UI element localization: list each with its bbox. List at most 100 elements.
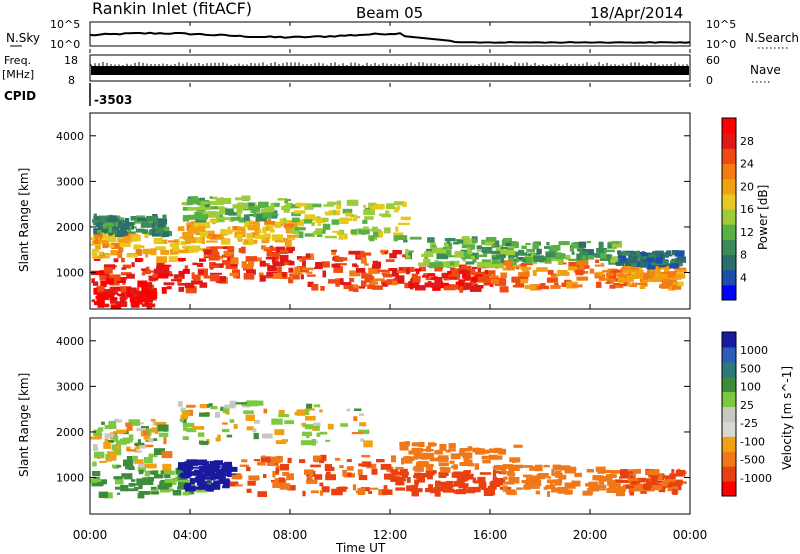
heatmap-cell: [305, 253, 311, 259]
heatmap-cell: [631, 272, 635, 275]
heatmap-cell: [373, 231, 381, 238]
heatmap-cell: [358, 463, 366, 467]
heatmap-cell: [655, 252, 660, 258]
heatmap-cell: [262, 212, 272, 218]
heatmap-cell: [528, 486, 540, 489]
heatmap-cell: [306, 274, 316, 277]
heatmap-cell: [385, 269, 391, 276]
heatmap-cell: [519, 264, 527, 267]
heatmap-cell: [124, 218, 130, 224]
heatmap-cell: [555, 253, 566, 259]
heatmap-cell: [381, 280, 390, 285]
heatmap-cell: [366, 274, 373, 278]
heatmap-cell: [451, 268, 459, 276]
heatmap-cell: [284, 420, 294, 425]
heatmap-cell: [372, 285, 383, 290]
heatmap-cell: [127, 488, 139, 492]
heatmap-cell: [617, 250, 622, 255]
heatmap-cell: [393, 201, 405, 206]
heatmap-cell: [359, 422, 367, 427]
heatmap-cell: [212, 264, 220, 268]
heatmap-cell: [413, 452, 419, 460]
heatmap-cell: [461, 265, 472, 270]
heatmap-cell: [179, 418, 184, 422]
beam-label: Beam 05: [356, 4, 423, 22]
heatmap-cell: [191, 471, 198, 476]
heatmap-cell: [642, 259, 652, 263]
heatmap-cell: [234, 197, 245, 201]
heatmap-cell: [550, 285, 561, 289]
heatmap-cell: [327, 201, 337, 205]
heatmap-cell: [241, 228, 246, 235]
heatmap-cell: [550, 273, 557, 277]
heatmap-cell: [444, 238, 456, 242]
heatmap-cell: [207, 469, 216, 477]
heatmap-cell: [457, 477, 468, 481]
heatmap-cell: [121, 267, 127, 270]
x-tick-label: 16:00: [473, 528, 508, 542]
heatmap-cell: [150, 486, 157, 490]
heatmap-cell: [252, 428, 257, 433]
heatmap-cell: [266, 271, 279, 277]
heatmap-cell: [536, 248, 542, 255]
heatmap-cell: [450, 453, 461, 460]
heatmap-cell: [412, 276, 421, 283]
heatmap-cell: [335, 263, 347, 266]
heatmap-cell: [395, 466, 404, 470]
heatmap-cell: [156, 265, 161, 273]
heatmap-cell: [426, 464, 433, 471]
heatmap-cell: [363, 440, 373, 448]
heatmap-cell: [503, 249, 515, 256]
heatmap-cell: [346, 459, 352, 462]
heatmap-cell: [458, 483, 469, 489]
heatmap-cell: [370, 229, 382, 232]
heatmap-cell: [376, 459, 385, 463]
heatmap-cell: [648, 474, 654, 478]
heatmap-cell: [295, 202, 308, 207]
heatmap-cell: [461, 254, 471, 260]
heatmap-cell: [464, 270, 470, 277]
heatmap-cell: [602, 270, 611, 273]
heatmap-cell: [484, 269, 488, 275]
heatmap-cell: [456, 479, 465, 485]
heatmap-cell: [121, 257, 125, 263]
x-tick-label: 08:00: [273, 528, 308, 542]
heatmap-cell: [353, 416, 358, 422]
power-colorbar: 4 8 12 16 20 24 28: [721, 117, 754, 301]
heatmap-cell: [651, 271, 655, 277]
time-axis: 00:00 04:00 08:00 12:00 16:00 20:00 00:00: [73, 22, 707, 542]
heatmap-cell: [649, 469, 660, 476]
heatmap-cell: [236, 207, 243, 214]
colorbar-swatch: [722, 224, 736, 240]
heatmap-cell: [229, 272, 239, 277]
heatmap-cell: [334, 257, 344, 262]
colorbar-swatch: [722, 481, 736, 497]
heatmap-cell: [343, 282, 352, 290]
heatmap-cell: [359, 413, 365, 416]
heatmap-cell: [546, 277, 554, 283]
heatmap-cell: [425, 470, 435, 476]
heatmap-cell: [618, 276, 625, 283]
power-colorbar-label: Power [dB]: [756, 185, 770, 250]
heatmap-cell: [443, 467, 451, 473]
heatmap-cell: [286, 227, 292, 234]
velocity-colorbar-label: Velocity [m s^-1]: [780, 366, 794, 470]
heatmap-cell: [223, 246, 229, 250]
heatmap-cell: [306, 479, 318, 484]
heatmap-cell: [101, 218, 107, 226]
heatmap-cell: [428, 484, 434, 489]
heatmap-cell: [419, 473, 430, 478]
heatmap-cell: [271, 418, 283, 425]
heatmap-cell: [596, 488, 606, 491]
heatmap-cell: [551, 484, 556, 488]
power-y-label: Slant Range [km]: [17, 168, 31, 272]
heatmap-cell: [253, 202, 257, 207]
heatmap-cell: [130, 296, 138, 302]
heatmap-cell: [154, 220, 158, 228]
y-tick-label: 3000: [56, 380, 84, 393]
heatmap-cell: [95, 222, 104, 228]
heatmap-cell: [319, 459, 324, 464]
heatmap-cell: [232, 204, 239, 209]
heatmap-cell: [525, 242, 531, 245]
heatmap-cell: [516, 487, 523, 490]
